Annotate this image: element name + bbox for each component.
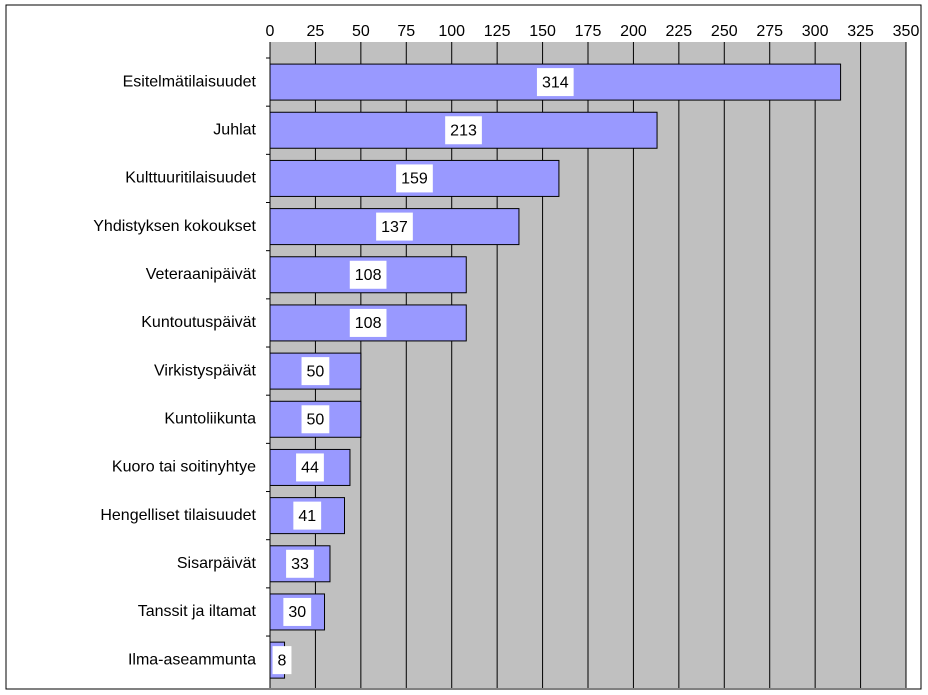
y-tick-label: Kulttuuritilaisuudet [125, 170, 256, 187]
x-tick-label: 200 [620, 23, 647, 40]
x-tick-label: 175 [575, 23, 602, 40]
value-label: 159 [401, 171, 428, 188]
value-label-bg [396, 164, 433, 193]
y-tick-label: Juhlat [213, 121, 256, 138]
y-tick-label: Tanssit ja iltamat [138, 603, 257, 620]
y-tick-label: Esitelmätilaisuudet [123, 73, 257, 90]
x-tick-label: 250 [711, 23, 738, 40]
y-tick-label: Ilma-aseammunta [128, 651, 256, 668]
x-tick-label: 275 [756, 23, 783, 40]
value-label-bg [283, 597, 312, 626]
x-tick-label: 150 [529, 23, 556, 40]
value-label: 33 [291, 556, 309, 573]
x-tick-label: 25 [307, 23, 325, 40]
value-label: 108 [355, 315, 382, 332]
y-tick-label: Kuntoliikunta [164, 410, 256, 427]
value-label: 314 [542, 74, 569, 91]
y-tick-label: Virkistyspäivät [154, 362, 257, 379]
value-label-bg [301, 405, 330, 434]
value-label: 50 [307, 411, 325, 428]
x-tick-label: 50 [352, 23, 370, 40]
x-tick-label: 325 [847, 23, 874, 40]
y-tick-label: Kuntoutuspäivät [141, 314, 256, 331]
x-tick-label: 300 [802, 23, 829, 40]
value-label: 44 [301, 460, 319, 477]
x-tick-label: 75 [397, 23, 415, 40]
value-label: 8 [278, 652, 287, 669]
y-tick-label: Sisarpäivät [177, 555, 257, 572]
x-tick-label: 100 [438, 23, 465, 40]
value-label-bg [296, 453, 324, 482]
value-label-bg [445, 116, 482, 145]
x-tick-label: 225 [666, 23, 693, 40]
value-label: 137 [381, 219, 408, 236]
value-label-bg [286, 549, 314, 578]
value-label: 213 [450, 122, 477, 139]
value-label-bg [293, 501, 322, 530]
value-label: 30 [288, 604, 306, 621]
value-label: 41 [298, 508, 316, 525]
value-label-bg [272, 646, 292, 675]
value-label-bg [349, 260, 387, 289]
x-tick-label: 125 [484, 23, 511, 40]
value-label-bg [376, 212, 413, 241]
value-label-bg [301, 357, 330, 386]
y-tick-label: Hengelliset tilaisuudet [100, 507, 256, 524]
value-label-bg [349, 308, 387, 337]
y-tick-label: Kuoro tai soitinyhtye [112, 459, 256, 476]
value-label: 108 [355, 267, 382, 284]
y-tick-label: Yhdistyksen kokoukset [93, 218, 256, 235]
x-tick-label: 0 [266, 23, 275, 40]
y-tick-label: Veteraanipäivät [146, 266, 257, 283]
value-label-bg [536, 68, 574, 97]
x-tick-label: 350 [893, 23, 920, 40]
value-label: 50 [307, 363, 325, 380]
